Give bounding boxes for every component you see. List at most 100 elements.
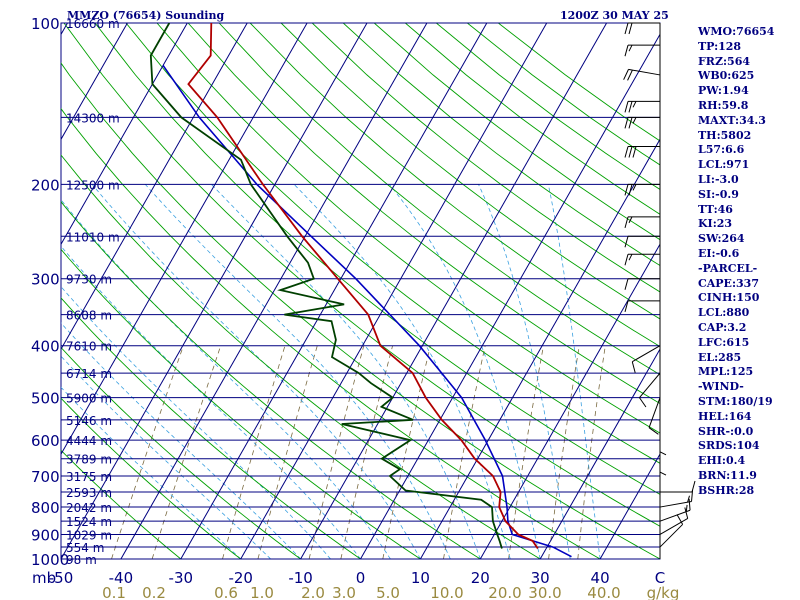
index-entry: LFC:615 <box>698 335 750 349</box>
pressure-tick-label: 600 <box>31 432 60 450</box>
isotherm-line <box>180 23 488 559</box>
wind-barb <box>648 397 661 428</box>
index-entry: SI:-0.9 <box>698 187 739 201</box>
index-entry: TH:5802 <box>698 128 752 142</box>
index-entry: MPL:125 <box>698 365 754 379</box>
isotherm-line <box>240 23 548 559</box>
index-entry: -PARCEL- <box>698 261 758 275</box>
wind-barb-flag <box>628 117 633 129</box>
temperature-tick-label: -30 <box>169 569 194 587</box>
height-label: 3175 m <box>66 470 112 484</box>
wind-barb <box>659 501 692 508</box>
temperature-tick-label: -20 <box>228 569 253 587</box>
mixing-ratio-tick-label: 10.0 <box>430 584 463 600</box>
index-entry: WB0:625 <box>698 69 755 83</box>
index-entry: -WIND- <box>698 380 744 394</box>
wind-barb-flag <box>648 427 659 435</box>
stability-indices: WMO:76654 TP:128 FRZ:564 WB0:625 PW:1.94 RH:5… <box>698 25 798 499</box>
index-entry: PW:1.94 <box>698 84 749 98</box>
temperature-tick-label: 0 <box>356 569 366 587</box>
isotherm-line <box>61 23 308 456</box>
wind-barb <box>659 518 688 535</box>
index-entry: CAP:3.2 <box>698 320 747 334</box>
height-label: 1524 m <box>66 515 112 529</box>
wind-barb-flag <box>631 361 636 373</box>
isotherm-line <box>479 243 660 559</box>
temperature-tick-label: 30 <box>531 569 550 587</box>
wind-barb-flag <box>628 184 633 196</box>
wind-barb-flag <box>624 22 629 35</box>
height-label: 4444 m <box>66 434 112 448</box>
wind-barb-flag <box>632 146 637 158</box>
isotherm-line <box>419 138 660 559</box>
wind-barb <box>628 68 661 76</box>
index-entry: BSHR:28 <box>698 483 755 497</box>
station-title: MMZO (76654) Sounding <box>67 9 225 22</box>
wind-barb-flag <box>624 278 629 290</box>
wind-barb-flag <box>624 101 629 113</box>
index-entry: CAPE:337 <box>698 276 759 290</box>
wind-barb-flag <box>628 216 633 224</box>
pressure-tick-label: 700 <box>31 468 60 486</box>
wind-barb-flag <box>687 495 690 503</box>
wind-barb-flag <box>691 490 694 502</box>
isotherm-line <box>300 23 608 559</box>
mixing-ratio-tick-label: 20.0 <box>488 584 521 600</box>
mixing-ratio-tick-label: 3.0 <box>332 584 356 600</box>
profiles <box>149 23 572 558</box>
wind-barb-flag <box>676 514 684 525</box>
pressure-tick-label: 100 <box>31 15 60 33</box>
height-label: 14300 m <box>66 111 120 125</box>
wind-barb-flag <box>684 507 689 519</box>
moist-adiabat <box>61 286 331 559</box>
wind-barb-flag <box>639 397 647 408</box>
pressure-tick-label: 500 <box>31 390 60 408</box>
wind-barb-flag <box>628 22 633 35</box>
wind-barb-flag <box>624 146 629 158</box>
wind-barb-flag <box>632 117 637 124</box>
height-label: 3789 m <box>66 453 112 467</box>
wind-barb-flag <box>624 236 629 248</box>
isotherm-line <box>61 23 368 559</box>
height-label: 98 m <box>66 553 97 567</box>
index-entry: L57:6.6 <box>698 143 745 157</box>
index-entry: TT:46 <box>698 202 733 216</box>
temperature-trace <box>187 23 539 550</box>
wind-barb-flag <box>632 101 637 108</box>
height-label: 554 m <box>66 541 104 555</box>
wind-barb-flag <box>628 253 633 261</box>
temperature-tick-label: 20 <box>471 569 490 587</box>
temperature-tick-label: -10 <box>288 569 313 587</box>
index-entry: HEL:164 <box>698 409 752 423</box>
wind-barb-flag <box>632 184 637 191</box>
pressure-tick-label: 300 <box>31 271 60 289</box>
moist-adiabat <box>61 386 241 559</box>
index-entry: CINH:150 <box>698 291 760 305</box>
wind-barb-flag <box>628 44 633 52</box>
wind-barb-flag <box>624 45 629 57</box>
wind-barbs <box>623 22 696 559</box>
isotherm-line <box>61 23 128 141</box>
height-label: 7610 m <box>66 340 112 354</box>
mixing-ratio-tick-label: 0.2 <box>142 584 166 600</box>
wind-barb-flag <box>624 300 629 313</box>
index-entry: EHI:0.4 <box>698 454 746 468</box>
mixing-ratio-tick-label: 1.0 <box>250 584 274 600</box>
pressure-tick-label: 800 <box>31 499 60 517</box>
wind-barb-flag <box>624 254 629 266</box>
pressure-unit-label: mb <box>32 569 56 587</box>
wind-barb-flag <box>628 146 633 158</box>
isotherm-line <box>539 348 660 559</box>
temperature-tick-label: 10 <box>411 569 430 587</box>
wind-barb-flag <box>624 216 629 229</box>
height-label: 1029 m <box>66 528 112 542</box>
index-entry: EI:-0.6 <box>698 246 740 260</box>
mixing-ratio-tick-label: g/kg <box>647 584 680 600</box>
index-entry: LCL:880 <box>698 306 750 320</box>
moist-adiabat <box>91 184 421 559</box>
isotherm-line <box>0 23 8 559</box>
height-label: 5900 m <box>66 392 112 406</box>
wind-barb-flag <box>659 471 667 476</box>
valid-time: 1200Z 30 MAY 25 <box>560 9 669 22</box>
